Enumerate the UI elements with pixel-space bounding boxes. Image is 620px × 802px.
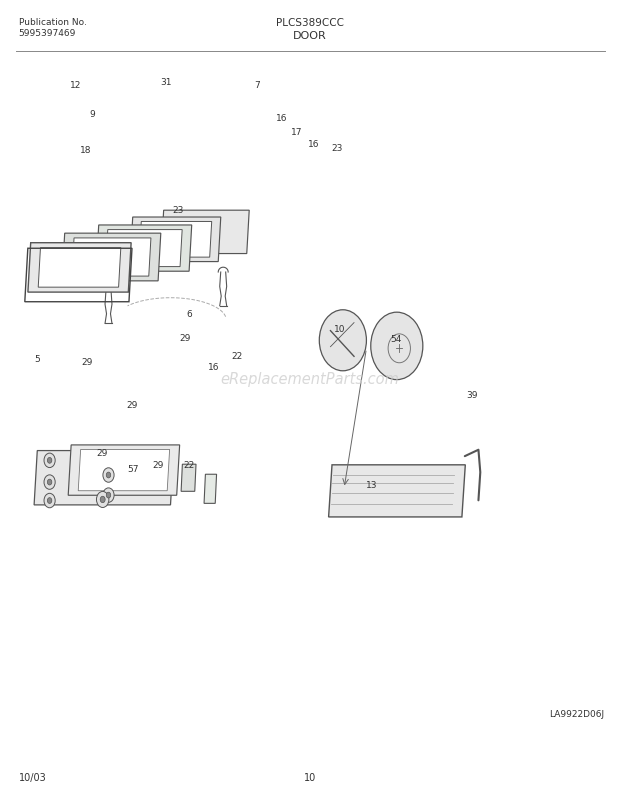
Circle shape — [371, 313, 423, 380]
Polygon shape — [28, 243, 131, 293]
Text: 6: 6 — [186, 310, 192, 319]
Polygon shape — [161, 211, 249, 254]
Text: 29: 29 — [81, 358, 92, 367]
Polygon shape — [329, 465, 465, 517]
Text: 31: 31 — [161, 78, 172, 87]
Polygon shape — [140, 222, 211, 257]
Text: 29: 29 — [179, 334, 190, 343]
Text: 7: 7 — [254, 81, 260, 91]
Polygon shape — [181, 464, 196, 492]
Text: DOOR: DOOR — [293, 30, 327, 40]
Text: 29: 29 — [153, 460, 164, 470]
Text: 10/03: 10/03 — [19, 772, 46, 782]
Text: 17: 17 — [291, 128, 302, 137]
Text: 16: 16 — [308, 140, 319, 149]
Text: 29: 29 — [126, 400, 138, 410]
Text: 54: 54 — [390, 334, 401, 344]
Text: 16: 16 — [208, 363, 219, 372]
Circle shape — [106, 492, 111, 498]
Text: 18: 18 — [80, 146, 91, 156]
Polygon shape — [78, 450, 170, 491]
Text: eReplacementParts.com: eReplacementParts.com — [221, 371, 399, 386]
Polygon shape — [72, 239, 151, 277]
Circle shape — [47, 480, 52, 485]
Text: 13: 13 — [366, 480, 378, 490]
Text: 10: 10 — [304, 772, 316, 782]
Circle shape — [100, 496, 105, 503]
Text: 22: 22 — [231, 351, 242, 361]
Text: 23: 23 — [172, 205, 184, 215]
Polygon shape — [105, 230, 182, 267]
Polygon shape — [34, 451, 174, 505]
Text: 5: 5 — [34, 354, 40, 364]
Text: 39: 39 — [467, 390, 478, 399]
Text: 9: 9 — [89, 109, 95, 119]
Polygon shape — [68, 445, 180, 496]
Circle shape — [106, 472, 111, 478]
Text: 16: 16 — [277, 113, 288, 123]
Text: Publication No.: Publication No. — [19, 18, 86, 27]
Text: 22: 22 — [184, 460, 195, 470]
Text: LA9922D06J: LA9922D06J — [549, 709, 604, 718]
Text: 29: 29 — [97, 448, 108, 458]
Polygon shape — [96, 225, 192, 272]
Circle shape — [97, 492, 109, 508]
Circle shape — [103, 488, 114, 503]
Text: 10: 10 — [334, 324, 345, 334]
Polygon shape — [204, 475, 216, 504]
Text: 5995397469: 5995397469 — [19, 29, 76, 38]
Polygon shape — [62, 234, 161, 282]
Text: PLCS389CCC: PLCS389CCC — [276, 18, 344, 28]
Circle shape — [44, 476, 55, 490]
Text: 23: 23 — [331, 144, 342, 153]
Text: 57: 57 — [128, 464, 139, 474]
Polygon shape — [38, 249, 121, 288]
Text: 12: 12 — [70, 81, 81, 91]
Circle shape — [44, 454, 55, 468]
Circle shape — [44, 494, 55, 508]
Circle shape — [319, 310, 366, 371]
Polygon shape — [130, 217, 221, 262]
Circle shape — [47, 458, 52, 464]
Circle shape — [103, 468, 114, 483]
Circle shape — [47, 498, 52, 504]
